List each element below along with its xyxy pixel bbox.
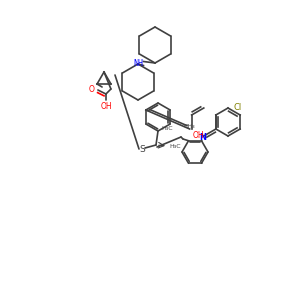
Text: S: S	[139, 145, 145, 154]
Text: OH: OH	[101, 102, 113, 111]
Text: N: N	[199, 133, 206, 142]
Text: O: O	[89, 85, 95, 94]
Text: Cl: Cl	[233, 103, 241, 112]
Text: CH₃: CH₃	[184, 124, 196, 129]
Text: H₃C: H₃C	[169, 143, 181, 148]
Text: H₃C: H₃C	[161, 126, 173, 131]
Text: OH: OH	[193, 130, 205, 140]
Text: NH: NH	[134, 59, 143, 68]
